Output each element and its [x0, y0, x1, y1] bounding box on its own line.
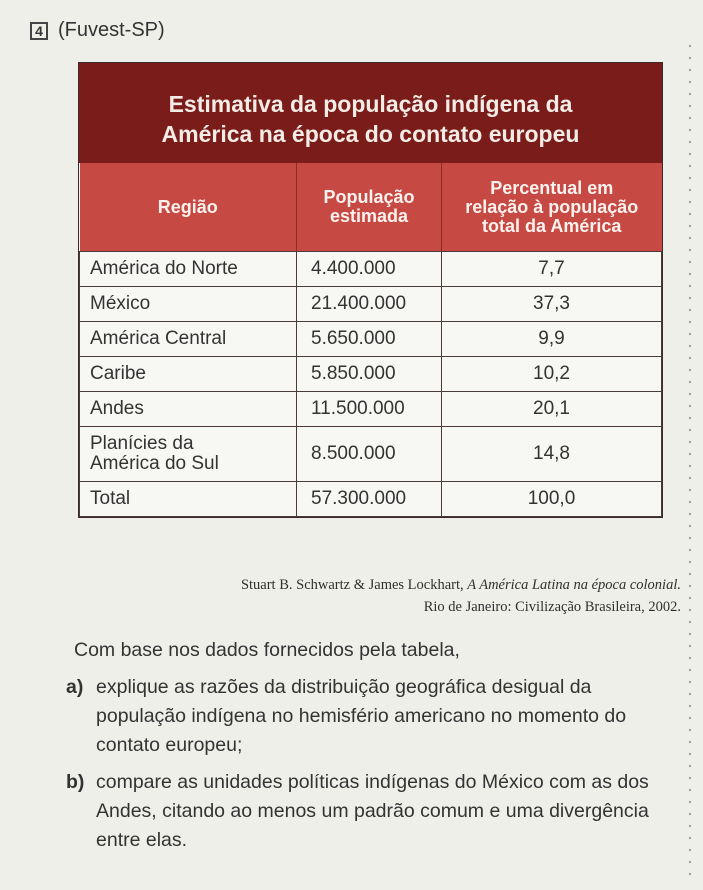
population-table: Estimativa da população indígena da Amér…	[78, 62, 663, 518]
cell-region: México	[79, 286, 297, 322]
table-citation: Stuart B. Schwartz & James Lockhart, A A…	[241, 574, 681, 618]
question-body: Com base nos dados fornecidos pela tabel…	[66, 636, 684, 863]
citation-book: A América Latina na época colonial.	[467, 577, 681, 593]
cell-percent: 9,9	[441, 321, 662, 357]
table-row: Andes 11.500.000 20,1	[79, 391, 662, 427]
cell-percent: 7,7	[441, 251, 662, 287]
header-population: População estimada	[296, 163, 442, 252]
table-title-line1: Estimativa da população indígena da	[168, 91, 573, 117]
item-a: a) explique as razões da distribuição ge…	[66, 673, 684, 760]
citation-authors: Stuart B. Schwartz & James Lockhart,	[240, 577, 468, 593]
cell-percent: 10,2	[441, 356, 662, 392]
question-header: 4 (Fuvest-SP)	[30, 19, 165, 42]
table-row: México 21.400.000 37,3	[79, 286, 662, 322]
question-source: (Fuvest-SP)	[58, 19, 165, 41]
item-a-text: explique as razões da distribuição geogr…	[96, 676, 627, 756]
citation-publisher: Rio de Janeiro: Civilização Brasileira, …	[423, 599, 681, 615]
cell-percent: 37,3	[441, 286, 662, 322]
item-b-text: compare as unidades políticas indígenas …	[96, 771, 649, 851]
cell-population: 5.850.000	[296, 356, 442, 392]
cell-region: América do Norte	[79, 251, 297, 287]
cell-percent: 14,8	[441, 426, 662, 482]
cell-population: 8.500.000	[296, 426, 442, 482]
table-row: América Central 5.650.000 9,9	[79, 321, 662, 357]
header-region: Região	[79, 163, 297, 252]
header-row: Região População estimada Percentual em …	[79, 163, 662, 252]
cell-region: Andes	[79, 391, 297, 427]
cell-population: 5.650.000	[296, 321, 442, 357]
cell-population: 57.300.000	[296, 481, 442, 517]
table-row: Planícies da América do Sul 8.500.000 14…	[79, 426, 662, 482]
table-title-line2: América na época do contato europeu	[161, 121, 580, 147]
cell-region: Caribe	[79, 356, 297, 392]
item-b: b) compare as unidades políticas indígen…	[66, 768, 684, 855]
cell-percent: 100,0	[441, 481, 662, 517]
table-row-total: Total 57.300.000 100,0	[79, 481, 662, 517]
cell-region: América Central	[79, 321, 297, 357]
table-row: Caribe 5.850.000 10,2	[79, 356, 662, 392]
question-intro: Com base nos dados fornecidos pela tabel…	[74, 639, 460, 661]
margin-dotted-line	[689, 40, 691, 880]
cell-percent: 20,1	[441, 391, 662, 427]
cell-population: 21.400.000	[296, 286, 442, 322]
item-a-marker: a)	[66, 676, 84, 698]
cell-region: Total	[79, 481, 297, 517]
cell-population: 11.500.000	[296, 391, 442, 427]
question-number: 4	[30, 21, 48, 40]
table-row: América do Norte 4.400.000 7,7	[79, 251, 662, 287]
header-percent: Percentual em relação à população total …	[441, 163, 662, 252]
cell-region: Planícies da América do Sul	[79, 426, 297, 482]
item-b-marker: b)	[66, 771, 85, 793]
table-title: Estimativa da população indígena da Amér…	[79, 63, 662, 163]
cell-population: 4.400.000	[296, 251, 442, 287]
data-table: Região População estimada Percentual em …	[79, 163, 662, 517]
